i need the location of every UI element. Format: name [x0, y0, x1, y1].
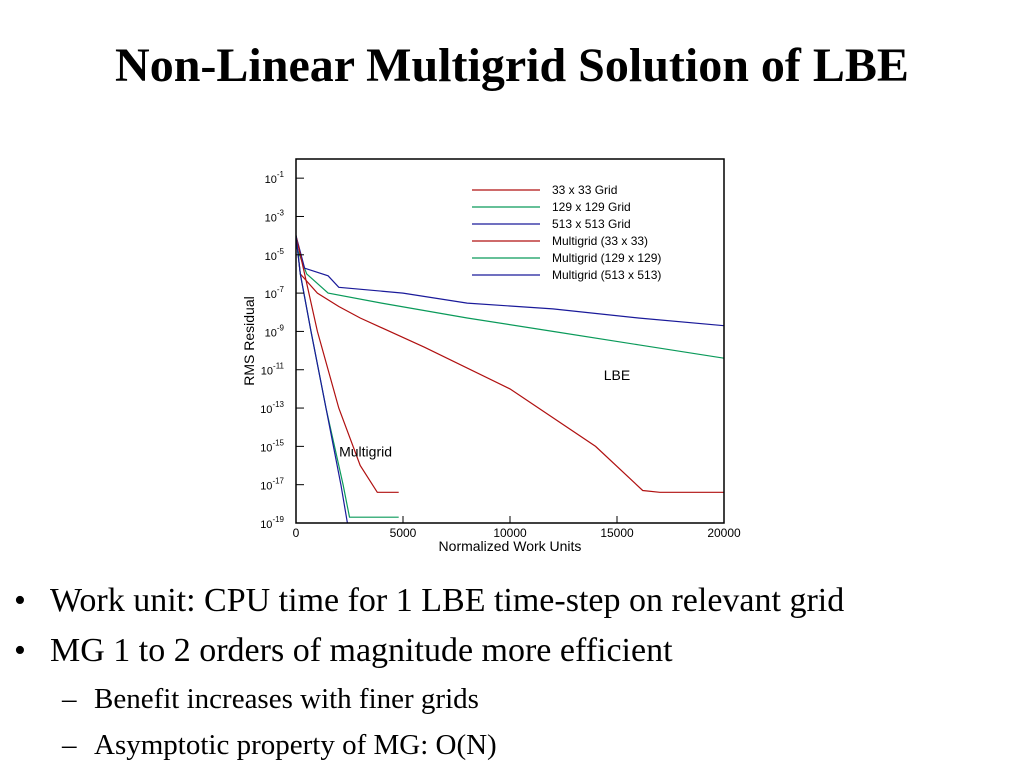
y-tick-label: 10-19: [260, 515, 284, 531]
legend-entry: Multigrid (33 x 33): [552, 234, 648, 248]
bullet-mg-efficiency: MG 1 to 2 orders of magnitude more effic…: [14, 626, 1014, 676]
plot-frame: [295, 158, 725, 524]
y-tick-label: 10-7: [265, 285, 285, 301]
legend-entry: 33 x 33 Grid: [552, 183, 617, 197]
series-line-1: [296, 235, 724, 493]
series-line-3: [296, 235, 724, 327]
y-tick-label: 10-9: [265, 323, 285, 339]
y-axis-label: RMS Residual: [241, 296, 257, 385]
bullet-list: Work unit: CPU time for 1 LBE time-step …: [14, 576, 1014, 768]
x-tick-label: 5000: [390, 526, 417, 540]
series-line-2: [296, 245, 724, 359]
legend-entry: Multigrid (513 x 513): [552, 268, 661, 282]
x-tick-label: 20000: [707, 526, 741, 540]
legend-entry: 513 x 513 Grid: [552, 217, 631, 231]
bullet-work-unit: Work unit: CPU time for 1 LBE time-step …: [14, 576, 1014, 626]
sub-bullet-asymptotic: Asymptotic property of MG: O(N): [14, 722, 1014, 768]
residual-chart: 0 5000 10000 15000 20000 10-1 10-3 10-5 10-7 10-9…: [241, 158, 741, 554]
x-tick-label: 0: [293, 526, 300, 540]
x-axis-label: Normalized Work Units: [439, 538, 582, 554]
y-tick-label: 10-13: [260, 400, 284, 416]
annotation-lbe: LBE: [604, 367, 630, 383]
x-tick-label: 10000: [493, 526, 527, 540]
series-line-4: [296, 235, 399, 493]
plot-area: 0 5000 10000 15000 20000 10-1 10-3 10-5 10-7 10-9…: [241, 158, 741, 554]
x-tick-label: 15000: [600, 526, 634, 540]
sub-bullet-benefit: Benefit increases with finer grids: [14, 676, 1014, 722]
annotation-multigrid: Multigrid: [339, 443, 392, 459]
y-tick-label: 10-15: [260, 438, 284, 454]
y-tick-label: 10-1: [265, 170, 285, 186]
y-tick-label: 10-5: [265, 247, 285, 263]
y-tick-label: 10-11: [261, 362, 285, 378]
legend-entry: 129 x 129 Grid: [552, 200, 631, 214]
series-line-6: [296, 235, 348, 523]
legend-entry: Multigrid (129 x 129): [552, 251, 661, 265]
slide-title: Non-Linear Multigrid Solution of LBE: [115, 39, 909, 92]
y-tick-label: 10-17: [260, 477, 284, 493]
y-tick-label: 10-3: [265, 208, 285, 224]
